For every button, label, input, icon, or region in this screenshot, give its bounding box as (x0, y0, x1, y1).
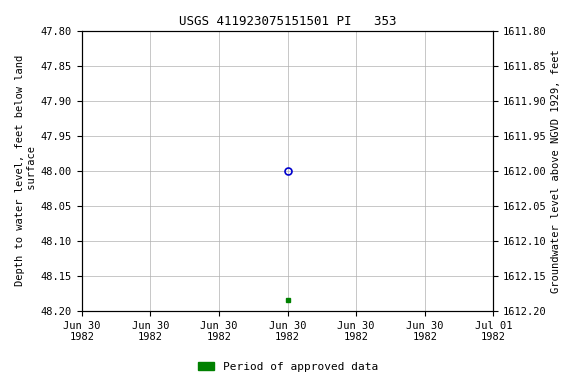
Legend: Period of approved data: Period of approved data (193, 358, 383, 377)
Title: USGS 411923075151501 PI   353: USGS 411923075151501 PI 353 (179, 15, 396, 28)
Y-axis label: Groundwater level above NGVD 1929, feet: Groundwater level above NGVD 1929, feet (551, 49, 561, 293)
Y-axis label: Depth to water level, feet below land
 surface: Depth to water level, feet below land su… (15, 55, 37, 286)
